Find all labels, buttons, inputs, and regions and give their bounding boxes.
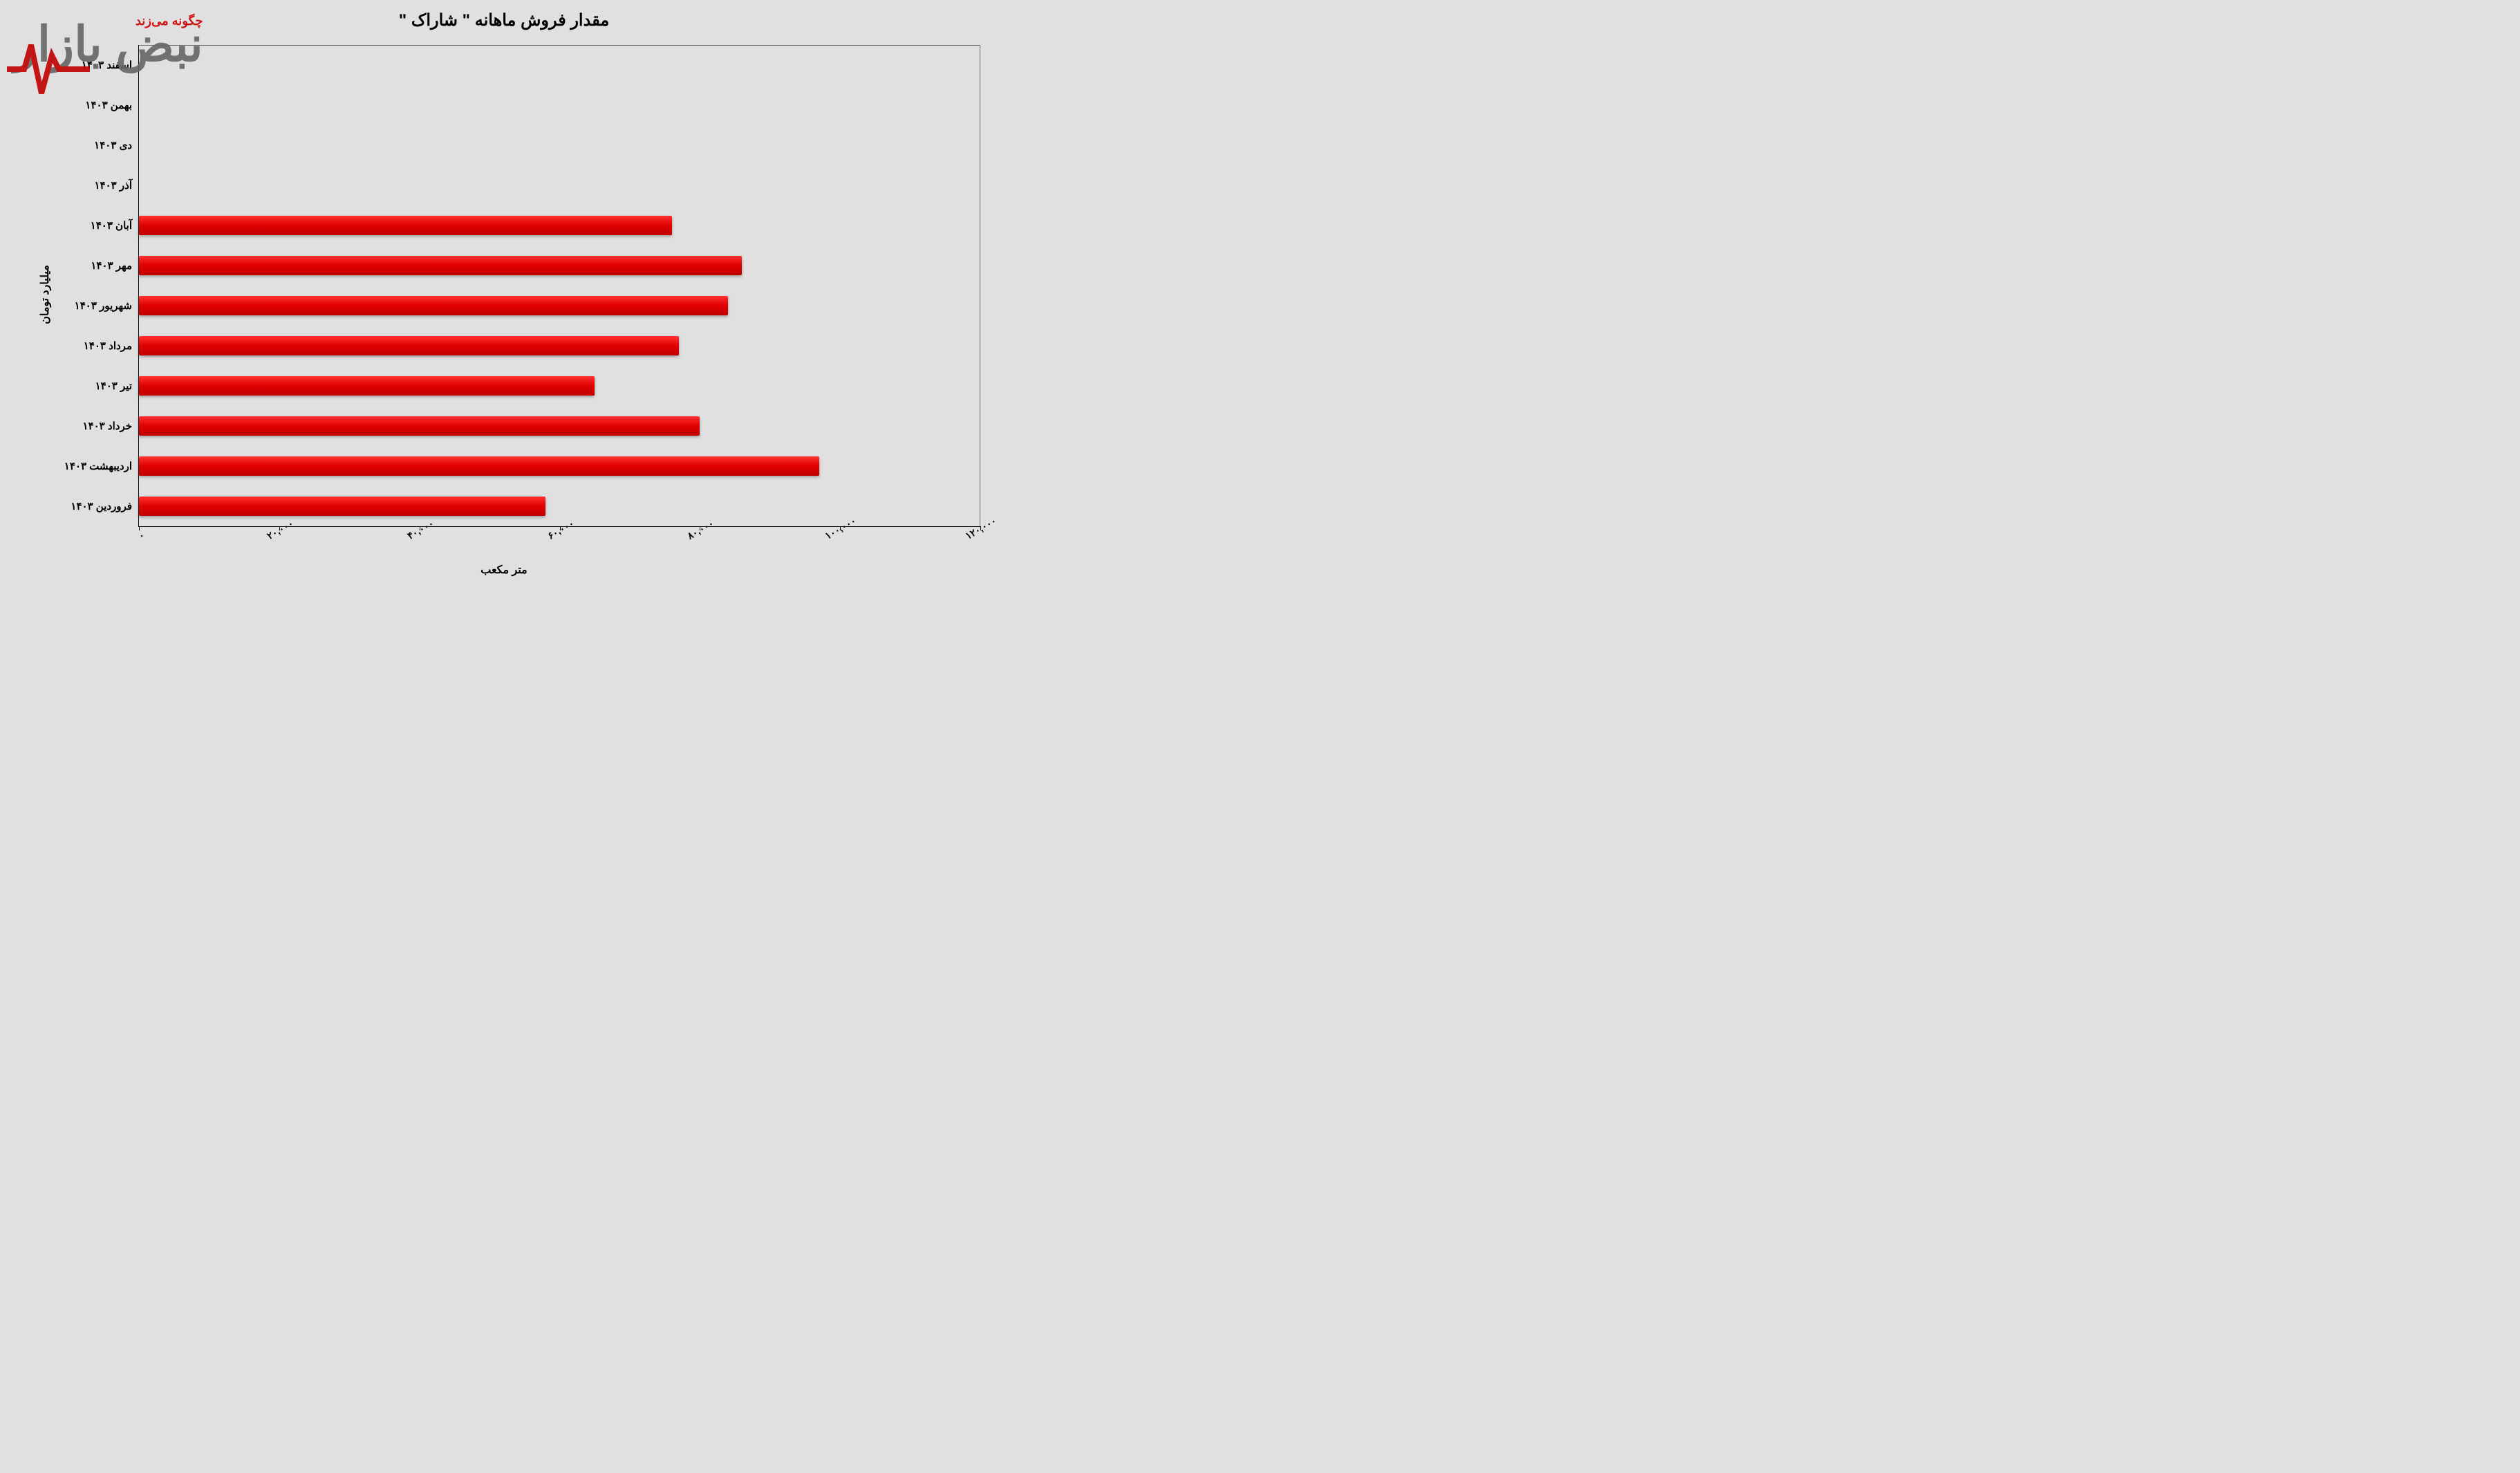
x-tick-mark: [139, 526, 140, 530]
bars-container: اسفند ۱۴۰۳بهمن ۱۴۰۳دی ۱۴۰۳آذر ۱۴۰۳آبان ۱…: [139, 45, 980, 526]
y-category-label: خرداد ۱۴۰۳: [83, 420, 132, 432]
bar: [139, 256, 742, 275]
bar: [139, 376, 595, 396]
x-tick-mark: [560, 526, 561, 530]
y-category-label: دی ۱۴۰۳: [94, 139, 132, 151]
y-axis-label: میلیارد تومان: [38, 265, 52, 324]
bar: [139, 497, 545, 516]
y-category-label: آذر ۱۴۰۳: [95, 179, 133, 192]
y-category-label: مهر ۱۴۰۳: [91, 259, 132, 272]
pulse-icon: [7, 35, 90, 97]
y-category-label: آبان ۱۴۰۳: [91, 219, 132, 232]
x-tick-mark: [980, 526, 981, 530]
x-tick-mark: [840, 526, 841, 530]
y-category-label: شهریور ۱۴۰۳: [75, 299, 132, 312]
y-category-label: مرداد ۱۴۰۳: [84, 340, 132, 352]
y-category-label: اردیبهشت ۱۴۰۳: [64, 460, 132, 472]
watermark-logo: چگونه می‌زند نبض بازار: [14, 14, 203, 66]
x-tick-label: ۰: [136, 529, 147, 541]
bar: [139, 296, 728, 315]
y-category-label: فروردین ۱۴۰۳: [71, 500, 132, 512]
bar: [139, 416, 700, 436]
bar: [139, 216, 672, 235]
x-tick-mark: [279, 526, 280, 530]
y-category-label: تیر ۱۴۰۳: [95, 380, 132, 392]
bar: [139, 456, 819, 476]
chart-plot-area: اسفند ۱۴۰۳بهمن ۱۴۰۳دی ۱۴۰۳آذر ۱۴۰۳آبان ۱…: [138, 45, 980, 527]
y-category-label: بهمن ۱۴۰۳: [85, 99, 132, 111]
x-axis-label: متر مکعب: [480, 563, 528, 577]
bar: [139, 336, 679, 355]
